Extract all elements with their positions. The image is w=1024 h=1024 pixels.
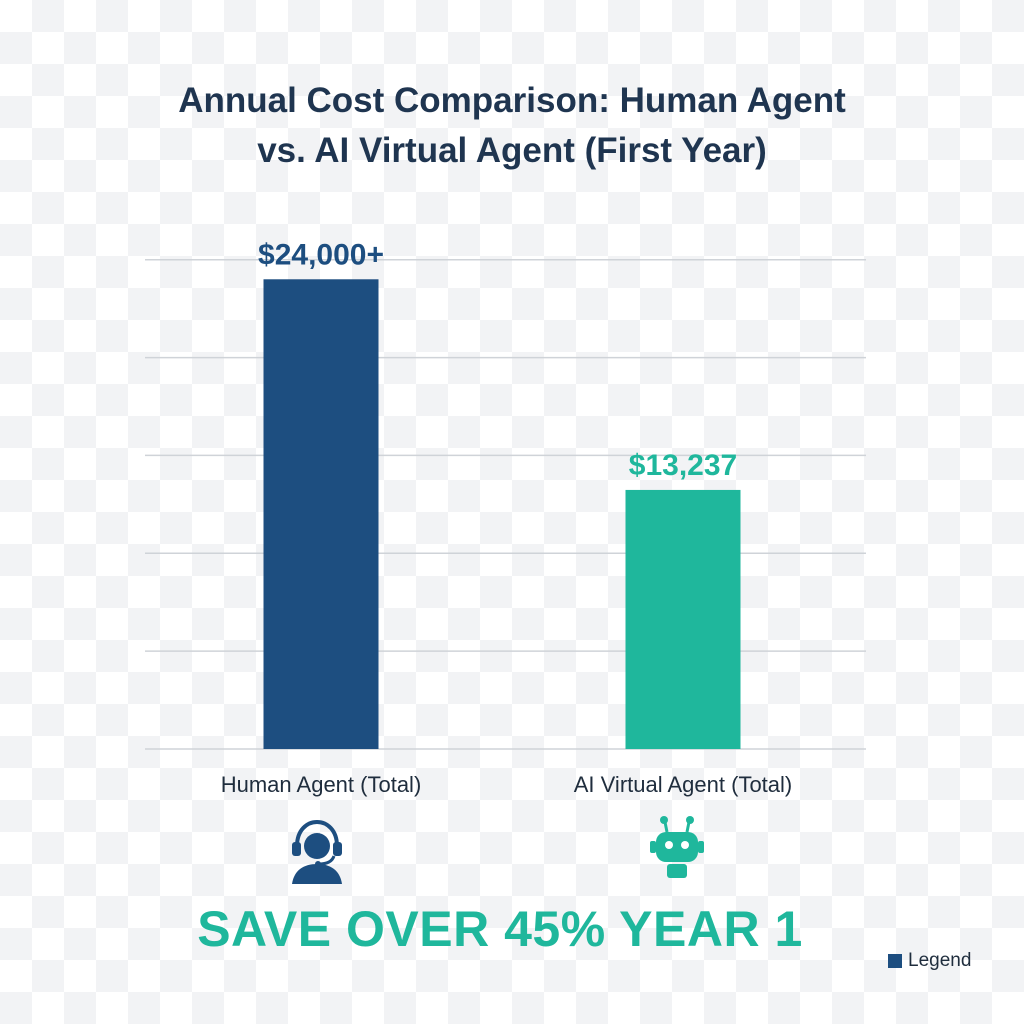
legend-swatch (888, 954, 902, 968)
bar-0 (263, 279, 379, 749)
category-label-1: AI Virtual Agent (Total) (574, 772, 793, 797)
legend-label: Legend (908, 950, 972, 971)
category-label-0: Human Agent (Total) (221, 772, 422, 797)
data-label-0: $24,000+ (258, 238, 384, 271)
data-label-1: $13,237 (629, 449, 737, 482)
legend: Legend (888, 950, 971, 972)
headset-agent-icon (292, 819, 342, 884)
bar-1 (625, 489, 741, 749)
bars (263, 279, 741, 749)
grid-lines (145, 258, 866, 750)
chart-title-line-1: Annual Cost Comparison: Human Agent (178, 81, 846, 120)
chart-title: Annual Cost Comparison: Human Agent vs. … (62, 76, 962, 176)
savings-banner: SAVE OVER 45% YEAR 1 (197, 901, 803, 957)
chart-title-line-2: vs. AI Virtual Agent (First Year) (257, 131, 767, 170)
data-labels: $24,000+ $13,237 (258, 238, 737, 482)
category-labels: Human Agent (Total) AI Virtual Agent (Tot… (221, 772, 793, 797)
robot-icon (650, 816, 704, 878)
